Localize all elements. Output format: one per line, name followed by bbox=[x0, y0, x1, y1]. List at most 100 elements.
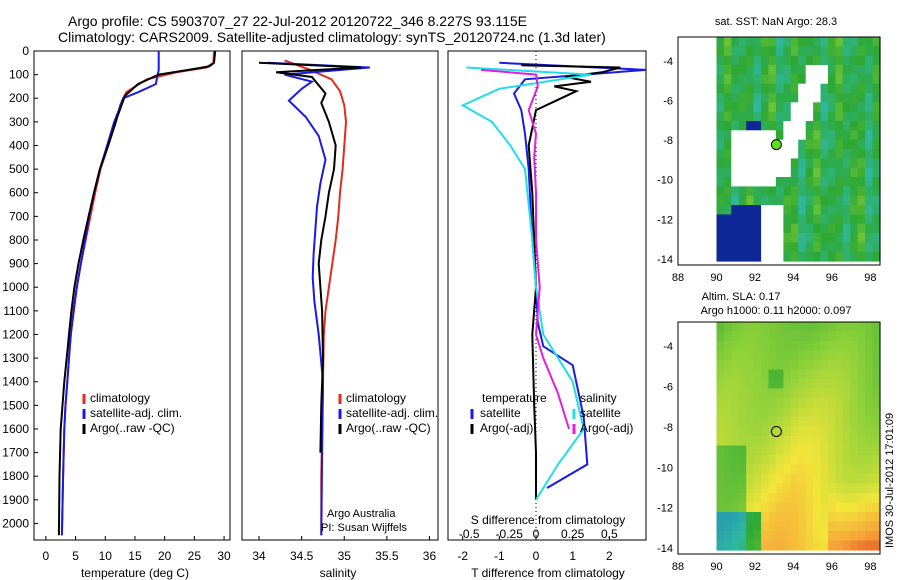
heatmap-cell bbox=[761, 350, 770, 361]
heatmap-cell bbox=[835, 388, 844, 399]
heatmap-cell bbox=[857, 369, 866, 380]
heatmap-cell bbox=[775, 251, 784, 262]
heatmap-cell bbox=[723, 214, 732, 225]
heatmap-cell bbox=[790, 121, 799, 131]
heatmap-cell bbox=[768, 369, 777, 380]
heatmap-cell bbox=[820, 158, 829, 169]
heatmap-cell bbox=[828, 74, 836, 85]
heatmap-cell bbox=[716, 360, 725, 371]
heatmap-cell bbox=[790, 158, 799, 169]
heatmap-cell bbox=[753, 464, 762, 475]
heatmap-cell bbox=[783, 223, 792, 234]
heatmap-cell bbox=[716, 121, 725, 131]
heatmap-cell bbox=[738, 474, 747, 485]
heatmap-cell bbox=[857, 214, 866, 225]
heatmap-cell bbox=[798, 167, 807, 178]
heatmap-cell bbox=[798, 55, 807, 66]
heatmap-cell bbox=[746, 177, 755, 187]
heatmap-cell bbox=[783, 102, 792, 113]
heatmap-cell bbox=[798, 195, 807, 206]
heatmap-cell bbox=[790, 195, 799, 206]
heatmap-cell bbox=[820, 445, 829, 456]
heatmap-cell bbox=[813, 149, 822, 159]
x-tick-label: -1 bbox=[494, 549, 505, 563]
heatmap-cell bbox=[768, 130, 777, 141]
heatmap-cell bbox=[783, 540, 792, 551]
heatmap-cell bbox=[828, 322, 836, 333]
heatmap-cell bbox=[872, 149, 881, 159]
heatmap-cell bbox=[865, 214, 874, 225]
heatmap-cell bbox=[738, 205, 747, 215]
heatmap-cell bbox=[872, 350, 881, 361]
heatmap-cell bbox=[798, 205, 807, 215]
heatmap-cell bbox=[746, 102, 755, 113]
heatmap-cell bbox=[716, 195, 725, 206]
heatmap-cell bbox=[865, 186, 874, 197]
y-tick-label: 400 bbox=[9, 138, 29, 152]
heatmap-cell bbox=[857, 233, 866, 243]
map-x-tick-label: 98 bbox=[864, 561, 876, 573]
map-x-tick-label: 94 bbox=[787, 272, 799, 284]
heatmap-cell bbox=[768, 121, 777, 131]
heatmap-cell bbox=[850, 445, 859, 456]
heatmap-cell bbox=[828, 426, 836, 437]
heatmap-cell bbox=[835, 379, 844, 390]
heatmap-cell bbox=[761, 322, 770, 333]
heatmap-cell bbox=[746, 331, 755, 342]
heatmap-cell bbox=[761, 455, 770, 466]
heatmap-cell bbox=[857, 111, 866, 122]
heatmap-cell bbox=[753, 139, 762, 150]
heatmap-cell bbox=[716, 167, 725, 178]
s-tick-label: 0.25 bbox=[561, 527, 585, 541]
map-x-tick-label: 98 bbox=[864, 272, 876, 284]
heatmap-cell bbox=[835, 65, 844, 75]
heatmap-cell bbox=[857, 102, 866, 113]
heatmap-cell bbox=[835, 205, 844, 215]
heatmap-cell bbox=[731, 65, 740, 75]
heatmap-cell bbox=[872, 398, 881, 409]
heatmap-cell bbox=[723, 149, 732, 159]
heatmap-cell bbox=[738, 493, 747, 504]
heatmap-cell bbox=[746, 455, 755, 466]
heatmap-cell bbox=[768, 158, 777, 169]
heatmap-cell bbox=[850, 341, 859, 352]
heatmap-cell bbox=[746, 445, 755, 456]
heatmap-cell bbox=[805, 540, 814, 551]
heatmap-cell bbox=[790, 74, 799, 85]
salinity-x-label: salinity bbox=[320, 566, 357, 580]
heatmap-cell bbox=[805, 493, 814, 504]
heatmap-cell bbox=[828, 407, 836, 418]
heatmap-cell bbox=[850, 139, 859, 150]
heatmap-cell bbox=[768, 205, 777, 215]
y-tick-label: 0 bbox=[22, 44, 29, 58]
heatmap-cell bbox=[783, 369, 792, 380]
heatmap-cell bbox=[820, 177, 829, 187]
heatmap-cell bbox=[768, 242, 777, 253]
heatmap-cell bbox=[798, 521, 807, 532]
heatmap-cell bbox=[842, 436, 851, 447]
heatmap-cell bbox=[842, 130, 851, 141]
heatmap-cell bbox=[761, 474, 770, 485]
heatmap-cell bbox=[753, 512, 762, 523]
heatmap-cell bbox=[783, 521, 792, 532]
heatmap-cell bbox=[738, 37, 747, 47]
heatmap-cell bbox=[738, 177, 747, 187]
map-x-tick-label: 90 bbox=[710, 561, 722, 573]
heatmap-cell bbox=[761, 493, 770, 504]
heatmap-cell bbox=[768, 502, 777, 513]
heatmap-cell bbox=[813, 360, 822, 371]
heatmap-cell bbox=[783, 493, 792, 504]
heatmap-cell bbox=[790, 341, 799, 352]
heatmap-cell bbox=[842, 417, 851, 428]
heatmap-cell bbox=[768, 65, 777, 75]
heatmap-cell bbox=[775, 83, 784, 94]
heatmap-cell bbox=[872, 121, 881, 131]
heatmap-cell bbox=[775, 233, 784, 243]
heatmap-cell bbox=[820, 464, 829, 475]
heatmap-cell bbox=[790, 436, 799, 447]
heatmap-cell bbox=[753, 445, 762, 456]
heatmap-cell bbox=[813, 65, 822, 75]
heatmap-cell bbox=[753, 205, 762, 215]
heatmap-cell bbox=[835, 233, 844, 243]
heatmap-cell bbox=[820, 388, 829, 399]
